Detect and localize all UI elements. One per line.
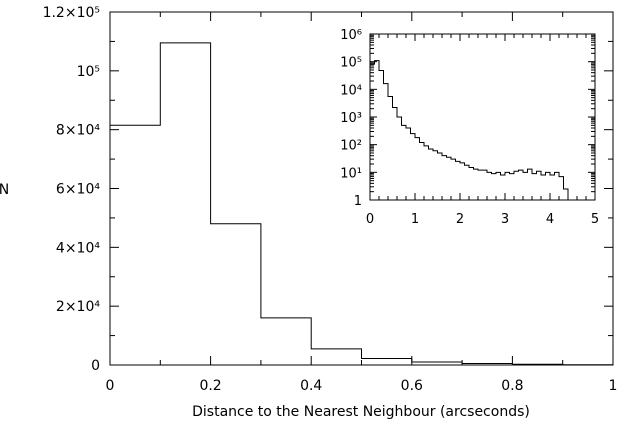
inset-x-tick-label: 2 (456, 212, 464, 227)
inset-x-tick-label: 5 (591, 212, 599, 227)
inset-y-tick-label: 10⁵ (340, 56, 362, 71)
main-x-tick-label: 0.8 (501, 378, 523, 394)
main-x-tick-label: 0.4 (300, 378, 322, 394)
main-y-tick-label: 2×10⁴ (56, 299, 100, 315)
inset-plot-frame (369, 33, 596, 201)
inset-y-tick-label: 10³ (340, 111, 362, 126)
inset-y-tick-label: 1 (354, 194, 362, 209)
inset-x-tick-label: 3 (501, 212, 509, 227)
x-axis-title: Distance to the Nearest Neighbour (arcse… (192, 404, 530, 420)
inset-x-tick-label: 1 (411, 212, 419, 227)
inset-y-tick-label: 10⁴ (340, 83, 362, 98)
inset-x-tick-labels: 0 1 2 3 4 5 (366, 212, 599, 227)
main-y-tick-label: 4×10⁴ (56, 240, 100, 256)
inset-axis-ticks (369, 34, 596, 201)
inset-y-tick-label: 10² (340, 139, 362, 154)
inset-y-tick-labels: 1 10¹ 10² 10³ 10⁴ 10⁵ 10⁶ (340, 28, 362, 209)
inset-y-tick-label: 10¹ (340, 166, 362, 181)
main-y-tick-labels: 0 2×10⁴ 4×10⁴ 6×10⁴ 8×10⁴ 10⁵ 1.2×10⁵ (43, 5, 101, 374)
main-x-tick-label: 0.6 (401, 378, 423, 394)
main-histogram-step-line (110, 42, 613, 366)
main-y-tick-label: 10⁵ (77, 64, 100, 80)
main-y-tick-label: 6×10⁴ (56, 182, 100, 198)
main-x-tick-labels: 0 0.2 0.4 0.6 0.8 1 (106, 378, 618, 394)
y-axis-title: N (0, 182, 9, 198)
main-x-tick-label: 0 (106, 378, 115, 394)
inset-x-tick-label: 0 (366, 212, 374, 227)
inset-y-tick-label: 10⁶ (340, 28, 362, 43)
inset-histogram-step-line (370, 60, 573, 201)
main-y-tick-label: 8×10⁴ (56, 123, 100, 139)
main-x-tick-label: 1 (609, 378, 618, 394)
main-x-tick-label: 0.2 (199, 378, 221, 394)
inset-x-tick-label: 4 (546, 212, 554, 227)
main-y-tick-label: 0 (91, 358, 100, 374)
main-y-tick-label: 1.2×10⁵ (43, 5, 100, 21)
main-histogram: 0 0.2 0.4 0.6 0.8 1 02×10⁴4×10⁴6×10⁴8×10⁴10⁵1… (0, 5, 617, 420)
